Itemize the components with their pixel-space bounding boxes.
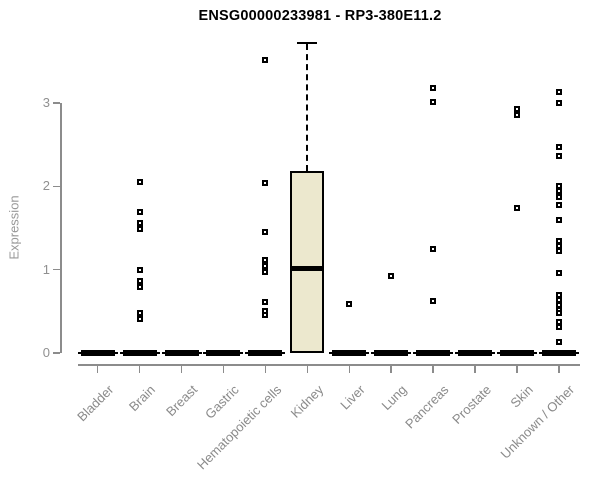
y-tick-mark [53, 268, 60, 271]
outlier-point-unknown-other [555, 89, 562, 96]
outlier-point-unknown-other [555, 270, 562, 276]
box-pancreas [416, 350, 451, 356]
x-tick-mark-gastric [222, 364, 225, 373]
x-tick-label-skin: Skin [507, 382, 536, 411]
outlier-point-hematopoietic-cells [262, 180, 269, 186]
outlier-point-brain [136, 315, 143, 322]
y-tick-mark [53, 102, 60, 104]
x-tick-label-liver: Liver [337, 382, 368, 413]
x-tick-label-breast: Breast [162, 382, 201, 420]
outlier-point-unknown-other [555, 187, 562, 194]
outlier-point-brain [136, 284, 143, 291]
x-tick-mark-bladder [96, 364, 99, 373]
outlier-point-brain [136, 225, 143, 232]
x-tick-mark-lung [390, 364, 392, 373]
outlier-point-unknown-other [555, 310, 562, 316]
x-tick-mark-liver [348, 364, 351, 373]
whisker-cap-kidney [297, 42, 318, 44]
box-prostate [458, 350, 493, 356]
outlier-point-pancreas [430, 245, 437, 252]
x-tick-label-lung: Lung [378, 382, 410, 414]
median-kidney [292, 266, 323, 272]
x-tick-label-brain: Brain [126, 382, 159, 415]
box-bladder [80, 350, 115, 356]
outlier-point-hematopoietic-cells [262, 311, 269, 318]
box-brain [122, 350, 157, 356]
upper-whisker-kidney [306, 44, 309, 172]
outlier-point-unknown-other [555, 194, 562, 201]
y-tick-label-2: 2 [42, 178, 50, 194]
x-tick-mark-unknown-other [558, 364, 560, 373]
outlier-point-unknown-other [555, 201, 562, 208]
outlier-point-hematopoietic-cells [262, 229, 269, 236]
outlier-point-brain [136, 220, 143, 226]
outlier-point-unknown-other [555, 339, 562, 346]
outlier-point-skin [514, 105, 520, 112]
y-tick-mark [53, 185, 60, 188]
outlier-point-unknown-other [555, 100, 562, 106]
x-tick-mark-hematopoietic-cells [264, 364, 267, 373]
outlier-point-brain [136, 278, 143, 285]
x-tick-label-kidney: Kidney [287, 382, 326, 421]
y-tick-mark [53, 352, 60, 354]
outlier-point-unknown-other [555, 216, 562, 223]
outlier-point-lung [388, 273, 395, 280]
outlier-point-brain [136, 266, 143, 273]
x-tick-label-prostate: Prostate [448, 382, 494, 427]
box-hematopoietic-cells [248, 350, 283, 356]
outlier-point-brain [136, 179, 143, 186]
outlier-point-skin [514, 111, 520, 118]
box-breast [164, 350, 199, 356]
box-kidney [290, 171, 325, 353]
box-lung [374, 350, 409, 356]
box-liver [332, 350, 367, 356]
outlier-point-unknown-other [555, 144, 562, 151]
x-tick-mark-brain [138, 364, 141, 373]
x-tick-label-pancreas: Pancreas [402, 382, 452, 432]
x-tick-mark-pancreas [432, 364, 434, 373]
y-axis-line [60, 103, 62, 353]
x-tick-label-gastric: Gastric [202, 382, 243, 422]
outlier-point-hematopoietic-cells [262, 263, 269, 270]
outlier-point-pancreas [430, 298, 437, 305]
outlier-point-hematopoietic-cells [262, 256, 269, 263]
outlier-point-liver [346, 300, 353, 307]
box-unknown-other [541, 350, 576, 356]
x-tick-label-unknown-other: Unknown / Other [497, 382, 578, 462]
outlier-point-hematopoietic-cells [262, 299, 269, 306]
outlier-point-unknown-other [555, 324, 562, 331]
outlier-point-pancreas [430, 85, 437, 91]
outlier-point-hematopoietic-cells [262, 56, 269, 63]
x-tick-mark-kidney [306, 364, 309, 373]
y-tick-label-0: 0 [42, 345, 50, 360]
y-tick-label-1: 1 [42, 261, 50, 277]
chart-title: ENSG00000233981 - RP3-380E11.2 [198, 8, 442, 24]
x-axis-line [78, 364, 580, 366]
box-skin [500, 350, 534, 356]
outlier-point-brain [136, 209, 143, 216]
x-tick-label-hematopoietic-cells: Hematopoietic cells [193, 382, 285, 473]
outlier-point-brain [136, 310, 143, 316]
outlier-point-unknown-other [555, 247, 562, 254]
x-tick-label-bladder: Bladder [74, 382, 117, 425]
x-tick-mark-prostate [474, 364, 476, 373]
y-tick-label-3: 3 [42, 95, 50, 110]
x-tick-mark-skin [516, 364, 518, 373]
outlier-point-hematopoietic-cells [262, 269, 269, 276]
outlier-point-pancreas [430, 99, 437, 106]
x-tick-mark-breast [180, 364, 183, 373]
outlier-point-skin [514, 205, 520, 211]
outlier-point-unknown-other [555, 153, 562, 160]
box-gastric [206, 350, 241, 356]
